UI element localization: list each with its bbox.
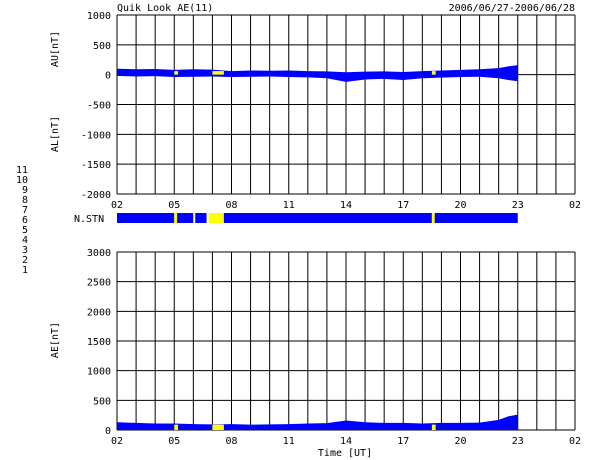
n-stn-segment: [195, 213, 207, 223]
y-tick-label: 500: [93, 396, 111, 407]
y-tick-label: 500: [93, 41, 111, 52]
x-tick-label: 20: [454, 436, 466, 447]
n-stn-segment: [208, 213, 224, 223]
x-tick-label: 17: [397, 436, 409, 447]
time-axis-label: Time [UT]: [318, 448, 372, 459]
highlight-interval: [212, 424, 224, 430]
y-tick-label: 1000: [87, 11, 111, 22]
ae-grid: [116, 251, 576, 431]
highlight-interval: [431, 424, 436, 430]
y-tick-label: 0: [105, 71, 111, 82]
legend-count-4: 4: [22, 235, 28, 246]
x-tick-label: 23: [512, 436, 524, 447]
chart-title: Quik Look AE(11): [117, 3, 213, 14]
n-stn-segment: [434, 213, 518, 223]
x-tick-label: 11: [283, 200, 295, 211]
al-axis-label: AL[nT]: [50, 116, 61, 152]
legend-count-3: 3: [22, 245, 28, 256]
x-tick-label: 08: [225, 200, 237, 211]
y-tick-label: 2500: [87, 278, 111, 289]
y-tick-label: 1000: [87, 367, 111, 378]
au-al-data: [117, 65, 518, 82]
au-al-y-ticks: 1000 500 0 -500 -1000 -1500 -2000: [81, 11, 111, 201]
n-stn-segment: [117, 213, 175, 223]
x-tick-label: 11: [283, 436, 295, 447]
ae-axis-label: AE[nT]: [50, 322, 61, 358]
ae-data: [117, 414, 518, 430]
y-tick-label: -1500: [81, 160, 111, 171]
n-stn-segment: [177, 213, 194, 223]
y-tick-label: -2000: [81, 190, 111, 201]
ae-y-ticks: 3000 2500 2000 1500 1000 500 0: [87, 248, 111, 437]
x-tick-label: 08: [225, 436, 237, 447]
n-stn-segment: [431, 213, 435, 223]
x-tick-label: 14: [340, 436, 352, 447]
n-stn-segments: [117, 213, 518, 223]
legend-count-6: 6: [22, 215, 28, 226]
x-tick-label: 05: [168, 200, 180, 211]
legend-count-9: 9: [22, 185, 28, 196]
y-tick-label: -500: [87, 101, 111, 112]
y-tick-label: -1000: [81, 130, 111, 141]
n-stn-segment: [206, 213, 209, 223]
n-stn-segment: [193, 213, 196, 223]
ae-panel: 3000 2500 2000 1500 1000 500 0 02 05 08 11 14 17 20 2…: [50, 248, 581, 459]
x-tick-label: 02: [569, 436, 581, 447]
legend-count-2: 2: [22, 255, 28, 266]
y-tick-label: 0: [105, 426, 111, 437]
x-tick-label: 20: [454, 200, 466, 211]
n-stn-segment: [223, 213, 432, 223]
highlight-interval: [431, 71, 436, 75]
legend-count-11: 11: [16, 165, 28, 176]
highlight-interval: [174, 71, 179, 75]
x-tick-label: 02: [111, 436, 123, 447]
highlight-interval: [212, 71, 224, 75]
x-tick-label: 02: [569, 200, 581, 211]
n-stn-segment: [174, 213, 178, 223]
au-al-x-ticks: 02 05 08 11 14 17 20 23 02: [111, 200, 581, 211]
legend-count-8: 8: [22, 195, 28, 206]
y-tick-label: 2000: [87, 307, 111, 318]
x-tick-label: 17: [397, 200, 409, 211]
y-tick-label: 1500: [87, 337, 111, 348]
au-al-panel: 1000 500 0 -500 -1000 -1500 -2000 02 05 08 11 14 17…: [50, 11, 581, 211]
y-tick-label: 3000: [87, 248, 111, 259]
legend-count-7: 7: [22, 205, 28, 216]
highlight-interval: [174, 424, 179, 430]
ae-x-ticks: 02 05 08 11 14 17 20 23 02: [111, 436, 581, 447]
date-range: 2006/06/27-2006/06/28: [449, 3, 575, 14]
legend-count-5: 5: [22, 225, 28, 236]
au-axis-label: AU[nT]: [50, 31, 61, 67]
x-tick-label: 02: [111, 200, 123, 211]
au-al-envelope: [117, 65, 518, 82]
x-tick-label: 23: [512, 200, 524, 211]
x-tick-label: 14: [340, 200, 352, 211]
x-tick-label: 05: [168, 436, 180, 447]
n-stn-label: N.STN: [74, 214, 104, 225]
legend-count-10: 10: [16, 175, 28, 186]
n-stn-strip: N.STN: [74, 213, 518, 225]
legend-count-1: 1: [22, 265, 28, 276]
au-al-grid: [116, 14, 576, 195]
